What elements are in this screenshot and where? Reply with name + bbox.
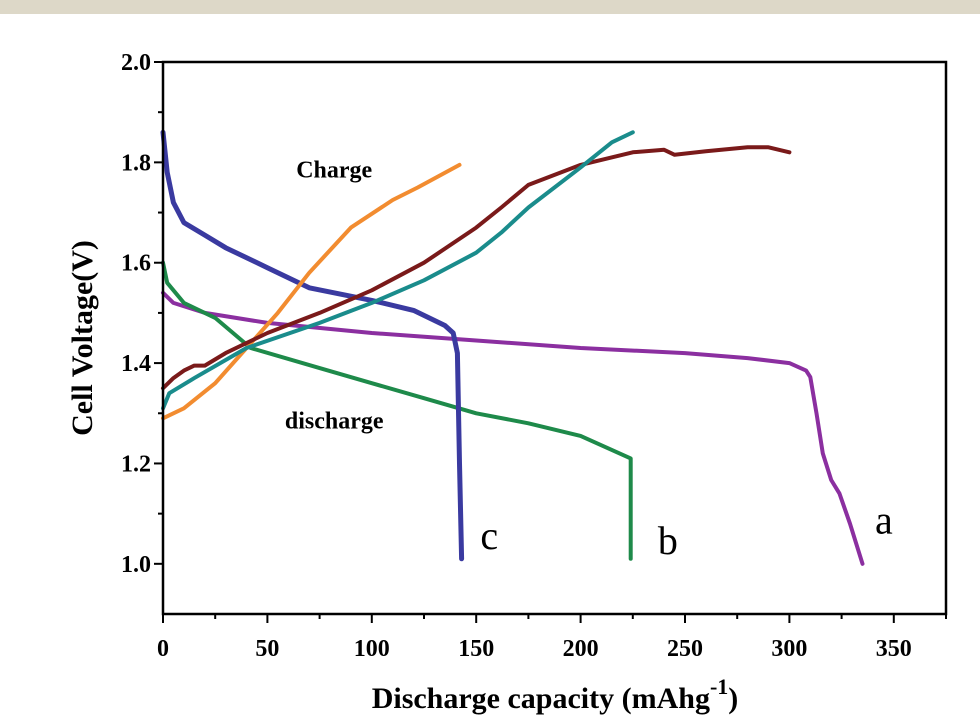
plot-frame — [161, 60, 948, 616]
curve-b-discharge — [161, 260, 633, 561]
annotation-discharge: discharge — [285, 408, 384, 434]
x-axis-title: Discharge capacity (mAhg-1) — [372, 674, 739, 715]
x-tick-label: 350 — [876, 636, 912, 662]
x-tick-label: 250 — [667, 636, 703, 662]
annotations: Charge discharge a b c — [285, 157, 893, 562]
curve-b-charge — [161, 130, 635, 411]
curve-label-a: a — [875, 498, 893, 543]
x-axis-title-suffix: ) — [728, 682, 738, 715]
x-tick-label: 0 — [157, 636, 169, 662]
x-axis-title-superscript: -1 — [710, 674, 728, 699]
x-tick-label: 300 — [771, 636, 807, 662]
curve-label-b: b — [658, 518, 678, 563]
curves — [160, 129, 865, 566]
x-tick-label: 100 — [354, 636, 390, 662]
annotation-Charge: Charge — [296, 157, 372, 183]
x-axis-title-main: Discharge capacity (mAhg — [372, 682, 710, 715]
top-band — [0, 0, 980, 14]
curve-a-discharge — [161, 290, 865, 566]
y-tick-label: 1.6 — [121, 251, 151, 277]
y-tick-label: 2.0 — [121, 50, 151, 76]
curve-c-charge — [161, 162, 462, 421]
y-tick-label: 1.2 — [121, 451, 151, 477]
curve-a-charge — [161, 145, 792, 391]
x-tick-label: 200 — [563, 636, 599, 662]
ticks: 0 50 100 150 200 250 300 350 1.0 1.2 1.4 1.6 1.8 2.0 — [121, 50, 947, 662]
x-tick-label: 150 — [458, 636, 494, 662]
curve-c-discharge — [160, 129, 465, 562]
y-axis-title: Cell Voltage(V) — [66, 240, 99, 436]
y-tick-label: 1.8 — [121, 150, 151, 176]
y-tick-label: 1.4 — [121, 351, 151, 377]
y-tick-label: 1.0 — [121, 552, 151, 578]
curve-label-c: c — [480, 513, 498, 558]
x-tick-label: 50 — [255, 636, 279, 662]
